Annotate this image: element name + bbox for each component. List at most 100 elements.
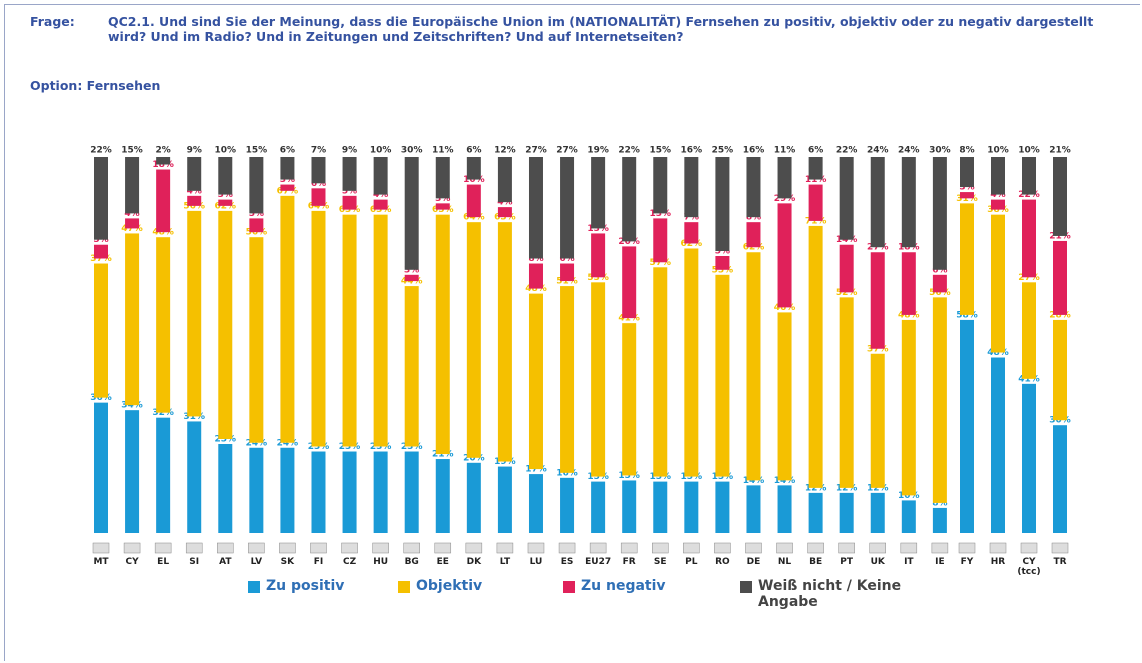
flag — [589, 542, 607, 554]
bar-segment — [528, 288, 543, 470]
flag — [92, 542, 110, 554]
x-tick-label: SI — [189, 557, 200, 567]
legend-item: Zu negativ — [563, 578, 713, 594]
flag — [434, 542, 452, 554]
value-label: 44% — [401, 277, 423, 287]
bar-segment — [839, 487, 854, 533]
flag — [714, 542, 731, 554]
bar-segment — [280, 190, 295, 443]
x-tick-label: FR — [622, 557, 636, 567]
legend-swatch — [248, 581, 260, 593]
bar-segment — [591, 476, 606, 533]
value-label: 12% — [867, 483, 889, 493]
bar-segment — [777, 307, 792, 481]
flag — [123, 542, 141, 554]
bar-segment — [653, 213, 668, 263]
value-label: 6% — [466, 146, 481, 156]
value-label: 5% — [715, 247, 730, 257]
bar-segment — [218, 205, 233, 439]
bar-segment — [870, 487, 885, 533]
value-label: 30% — [929, 146, 951, 156]
x-tick-label: LV — [250, 557, 263, 567]
bar-segment — [839, 157, 854, 240]
value-label: 38% — [987, 205, 1009, 215]
bar-segment — [342, 446, 357, 533]
label-bg — [89, 253, 113, 264]
bar-segment — [653, 262, 668, 477]
value-label: 10% — [1018, 146, 1040, 156]
flag — [217, 542, 234, 554]
legend-label: Weiß nicht / Keine Angabe — [758, 578, 902, 610]
value-label: 10% — [370, 146, 392, 156]
value-label: 65% — [494, 213, 516, 223]
value-label: 58% — [956, 310, 978, 320]
value-label: 29% — [774, 194, 796, 204]
label-bg — [710, 471, 735, 482]
x-tick-label: EL — [157, 557, 170, 567]
legend-item: Weiß nicht / Keine Angabe — [740, 578, 910, 610]
value-label: 52% — [836, 288, 858, 298]
x-tick-label: LT — [499, 557, 511, 567]
value-label: 8% — [959, 146, 974, 156]
bar-segment — [1053, 314, 1067, 421]
value-label: 22% — [90, 146, 112, 156]
question-text: QC2.1. Und sind Sie der Meinung, dass di… — [108, 14, 1094, 44]
value-label: 34% — [121, 401, 143, 411]
value-label: 7% — [684, 213, 699, 223]
value-label: 41% — [618, 314, 640, 324]
value-label: 37% — [867, 344, 889, 354]
value-label: 24% — [867, 146, 889, 156]
value-label: 3% — [959, 183, 974, 193]
value-label: 27% — [525, 146, 547, 156]
value-label: 13% — [649, 209, 671, 219]
bar-segment — [311, 205, 326, 447]
value-label: 8% — [746, 213, 761, 223]
label-bg — [679, 471, 704, 482]
x-tick-label: PL — [685, 557, 698, 567]
value-label: 27% — [556, 146, 578, 156]
value-label: 41% — [1018, 374, 1040, 384]
bar-segment — [125, 228, 140, 406]
value-label: 15% — [649, 472, 671, 482]
value-label: 14% — [836, 235, 858, 245]
x-tick-label: NL — [777, 557, 792, 567]
value-label: 11% — [774, 146, 796, 156]
legend-item: Objektiv — [398, 578, 548, 594]
bar-segment — [497, 157, 512, 203]
value-label: 21% — [432, 450, 454, 460]
x-tick-label: AT — [219, 557, 232, 567]
bar-segment — [684, 476, 699, 533]
flag — [869, 542, 886, 554]
value-label: 10% — [898, 491, 920, 501]
bar-segment — [960, 187, 974, 199]
label-bg — [927, 497, 952, 508]
bar-segment — [870, 247, 885, 349]
bar-segment — [528, 258, 543, 289]
x-tick-label: HU — [373, 557, 389, 567]
bar-segment — [715, 269, 730, 477]
value-label: 7% — [311, 146, 326, 156]
bar-segment — [960, 314, 974, 533]
label-bg — [89, 392, 113, 403]
value-label: 15% — [649, 146, 671, 156]
value-label: 46% — [774, 303, 796, 313]
bar-segment — [901, 157, 916, 248]
value-label: 32% — [152, 408, 174, 418]
bar-segment — [435, 209, 450, 455]
bar-segment — [404, 281, 419, 447]
bar-segment — [901, 495, 916, 533]
value-label: 57% — [649, 258, 671, 268]
bar-segment — [560, 258, 575, 282]
bar-segment — [991, 352, 1005, 533]
value-label: 3% — [280, 175, 295, 185]
value-label: 22% — [618, 146, 640, 156]
value-label: 31% — [183, 412, 205, 422]
legend-swatch — [740, 581, 752, 593]
value-label: 47% — [121, 224, 143, 234]
flag — [652, 542, 669, 554]
value-label: 27% — [1018, 273, 1040, 283]
label-bg — [955, 309, 979, 320]
bar-segment — [746, 217, 761, 248]
value-label: 13% — [587, 224, 609, 234]
bar-segment — [808, 157, 823, 180]
